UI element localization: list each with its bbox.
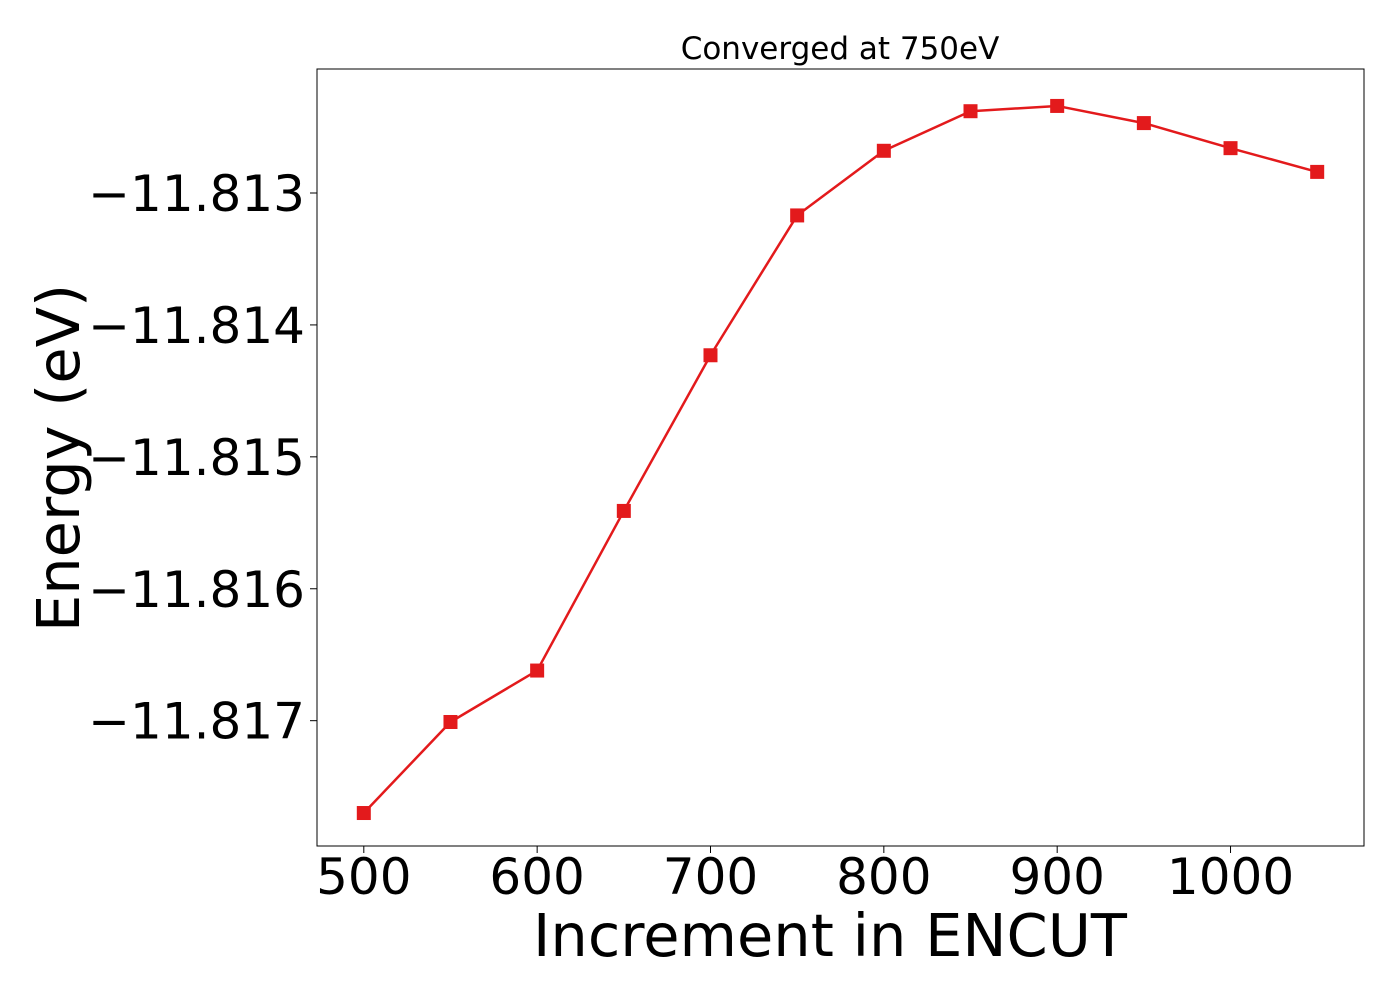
x-tick-label: 600 [489,848,584,906]
data-point [1310,164,1325,179]
data-point [876,143,891,158]
data-point [1050,98,1065,113]
series-line [362,104,1318,814]
data-point [443,714,458,729]
y-tick-label: −11.816 [88,561,305,619]
y-axis-label: Energy (eV) [24,284,93,632]
y-tick-label: −11.813 [88,165,305,223]
plot-area [316,68,1365,847]
data-point [703,348,718,363]
data-point [530,663,545,678]
chart-title: Converged at 750eV [681,31,1000,67]
data-point [1223,141,1238,156]
x-tick-label: 500 [316,848,411,906]
y-tick-label: −11.814 [88,297,305,355]
data-point [790,208,805,223]
y-axis-ticks: −11.813 −11.814 −11.815 −11.816 −11.817 [88,165,317,751]
x-axis-label: Increment in ENCUT [533,901,1128,970]
data-point [616,503,631,518]
y-tick-label: −11.815 [88,429,305,487]
x-axis-ticks: 500 600 700 800 900 1000 [316,846,1294,906]
data-point [963,104,978,119]
x-tick-label: 900 [1009,848,1104,906]
y-tick-label: −11.817 [88,693,305,751]
series-layer [356,98,1325,821]
data-point [356,806,371,821]
x-tick-label: 700 [663,848,758,906]
data-point [1136,116,1151,131]
x-tick-label: 1000 [1167,848,1294,906]
x-tick-label: 800 [836,848,931,906]
